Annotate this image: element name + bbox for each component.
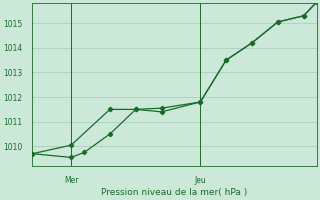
X-axis label: Pression niveau de la mer( hPa ): Pression niveau de la mer( hPa ) (101, 188, 248, 197)
